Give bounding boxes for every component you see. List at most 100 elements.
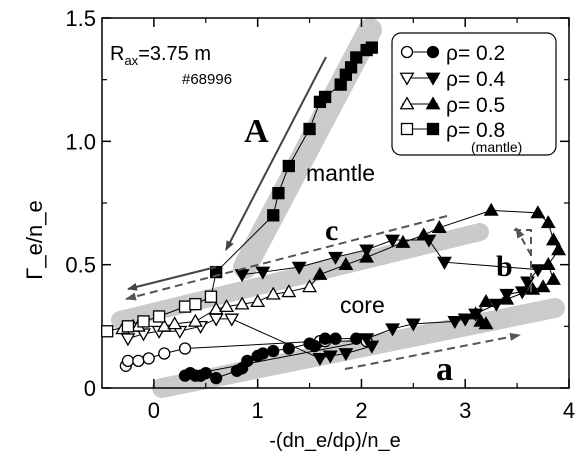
data-point-filled bbox=[530, 205, 546, 219]
legend-marker-hollow bbox=[400, 45, 414, 59]
data-point-filled bbox=[272, 186, 285, 200]
data-point-filled bbox=[303, 122, 316, 136]
data-point-filled bbox=[318, 90, 332, 104]
data-point-hollow bbox=[208, 313, 224, 327]
data-point-hollow bbox=[234, 296, 250, 310]
data-point-filled bbox=[514, 286, 530, 300]
annotations: Rax=3.75 m #68996 A mantle c core b a bbox=[110, 43, 513, 388]
data-point-filled bbox=[395, 234, 411, 248]
x-tick-label: 2 bbox=[355, 398, 367, 423]
data-point-filled bbox=[359, 249, 375, 263]
data-point-hollow bbox=[152, 310, 166, 323]
legend-label: ρ= 0.5 bbox=[446, 94, 505, 117]
legend-marker-hollow bbox=[400, 122, 414, 136]
data-point-filled bbox=[540, 257, 556, 271]
data-point-filled bbox=[282, 159, 295, 173]
data-point-filled bbox=[199, 367, 212, 380]
y-tick-label: 1.0 bbox=[65, 129, 96, 154]
data-point-filled bbox=[431, 220, 447, 234]
arrow-c-dashed bbox=[125, 215, 448, 301]
legend-marker-filled bbox=[426, 122, 440, 136]
data-point-filled bbox=[478, 294, 494, 308]
data-point-hollow bbox=[189, 297, 202, 311]
data-point-filled bbox=[312, 353, 328, 367]
data-point-filled bbox=[540, 215, 556, 229]
data-point-filled bbox=[338, 257, 354, 271]
data-point-filled bbox=[545, 271, 561, 285]
data-point-hollow bbox=[156, 318, 172, 332]
data-point-hollow bbox=[219, 298, 234, 312]
label-core: core bbox=[340, 292, 385, 318]
x-tick-label: 3 bbox=[459, 398, 471, 423]
legend-items: ρ= 0.2 ρ= 0.4 ρ= 0.5ρ= 0.8(mantle) bbox=[399, 42, 522, 155]
x-axis-label: -(dn_e/dρ)/n_e bbox=[269, 430, 400, 452]
arrows bbox=[125, 56, 532, 370]
data-point-filled bbox=[365, 41, 378, 54]
data-point-hollow bbox=[178, 342, 192, 355]
data-point-filled bbox=[551, 242, 567, 256]
shot-number: #68996 bbox=[182, 71, 232, 88]
arrow-c-solid bbox=[127, 266, 217, 291]
x-tick-label: 1 bbox=[252, 398, 264, 423]
data-point-filled bbox=[416, 227, 432, 241]
data-point-hollow bbox=[121, 320, 135, 333]
label-a: a bbox=[436, 351, 453, 388]
data-point-filled bbox=[457, 313, 473, 327]
band-a bbox=[152, 298, 565, 398]
data-point-filled bbox=[338, 348, 354, 362]
data-point-filled bbox=[312, 266, 328, 280]
axes: 0 1 2 3 4 0 0.5 1.0 1.5 bbox=[65, 6, 575, 423]
legend-marker-hollow bbox=[399, 96, 415, 110]
data-point-filled bbox=[530, 264, 546, 278]
data-point-filled bbox=[328, 251, 343, 265]
data-point-filled bbox=[210, 265, 223, 279]
data-point-filled bbox=[350, 51, 363, 64]
data-point-filled bbox=[447, 316, 463, 330]
data-point-hollow bbox=[187, 313, 203, 327]
rax-label: Rax=3.75 m bbox=[110, 43, 211, 68]
data-point-hollow bbox=[121, 354, 135, 368]
data-point-filled bbox=[255, 266, 271, 280]
y-tick-label: 0 bbox=[84, 376, 96, 401]
legend: ρ= 0.2 ρ= 0.4 ρ= 0.5ρ= 0.8(mantle) bbox=[391, 32, 557, 156]
data-point-filled bbox=[525, 281, 541, 295]
label-A: A bbox=[244, 113, 269, 150]
data-point-filled bbox=[241, 354, 254, 368]
x-tick-label: 0 bbox=[148, 398, 160, 423]
data-point-filled bbox=[499, 291, 515, 305]
data-point-filled bbox=[291, 261, 307, 275]
data-point-filled bbox=[545, 232, 561, 246]
data-point-hollow bbox=[158, 347, 171, 360]
legend-sublabel: (mantle) bbox=[471, 139, 522, 155]
data-point-filled bbox=[267, 209, 280, 222]
data-point-filled bbox=[385, 234, 401, 248]
y-tick-label: 0.5 bbox=[65, 253, 96, 278]
legend-label: ρ= 0.8 bbox=[446, 119, 505, 142]
data-point-hollow bbox=[208, 301, 224, 315]
data-point-hollow bbox=[101, 325, 114, 338]
label-mantle: mantle bbox=[306, 160, 375, 186]
data-point-hollow bbox=[132, 354, 145, 368]
legend-label: ρ= 0.4 bbox=[446, 68, 506, 91]
data-point-hollow bbox=[167, 316, 183, 330]
data-point-hollow bbox=[178, 300, 192, 313]
data-point-filled bbox=[478, 316, 494, 330]
data-point-filled bbox=[350, 332, 363, 345]
data-point-hollow bbox=[265, 286, 281, 300]
data-point-hollow bbox=[142, 352, 155, 365]
legend-label: ρ= 0.2 bbox=[446, 42, 505, 65]
data-point-filled bbox=[468, 306, 484, 320]
data-point-filled bbox=[488, 298, 504, 312]
data-point-hollow bbox=[224, 313, 240, 327]
data-point-filled bbox=[535, 279, 551, 293]
legend-marker-filled bbox=[425, 72, 441, 86]
data-point-filled bbox=[318, 332, 332, 345]
data-point-filled bbox=[322, 350, 338, 364]
legend-marker-filled bbox=[425, 96, 441, 110]
arrow-a bbox=[344, 332, 521, 370]
data-point-filled bbox=[405, 318, 421, 332]
label-b: b bbox=[496, 250, 513, 283]
data-point-filled bbox=[267, 344, 280, 358]
data-point-filled bbox=[282, 342, 295, 355]
data-point-filled bbox=[210, 371, 223, 385]
